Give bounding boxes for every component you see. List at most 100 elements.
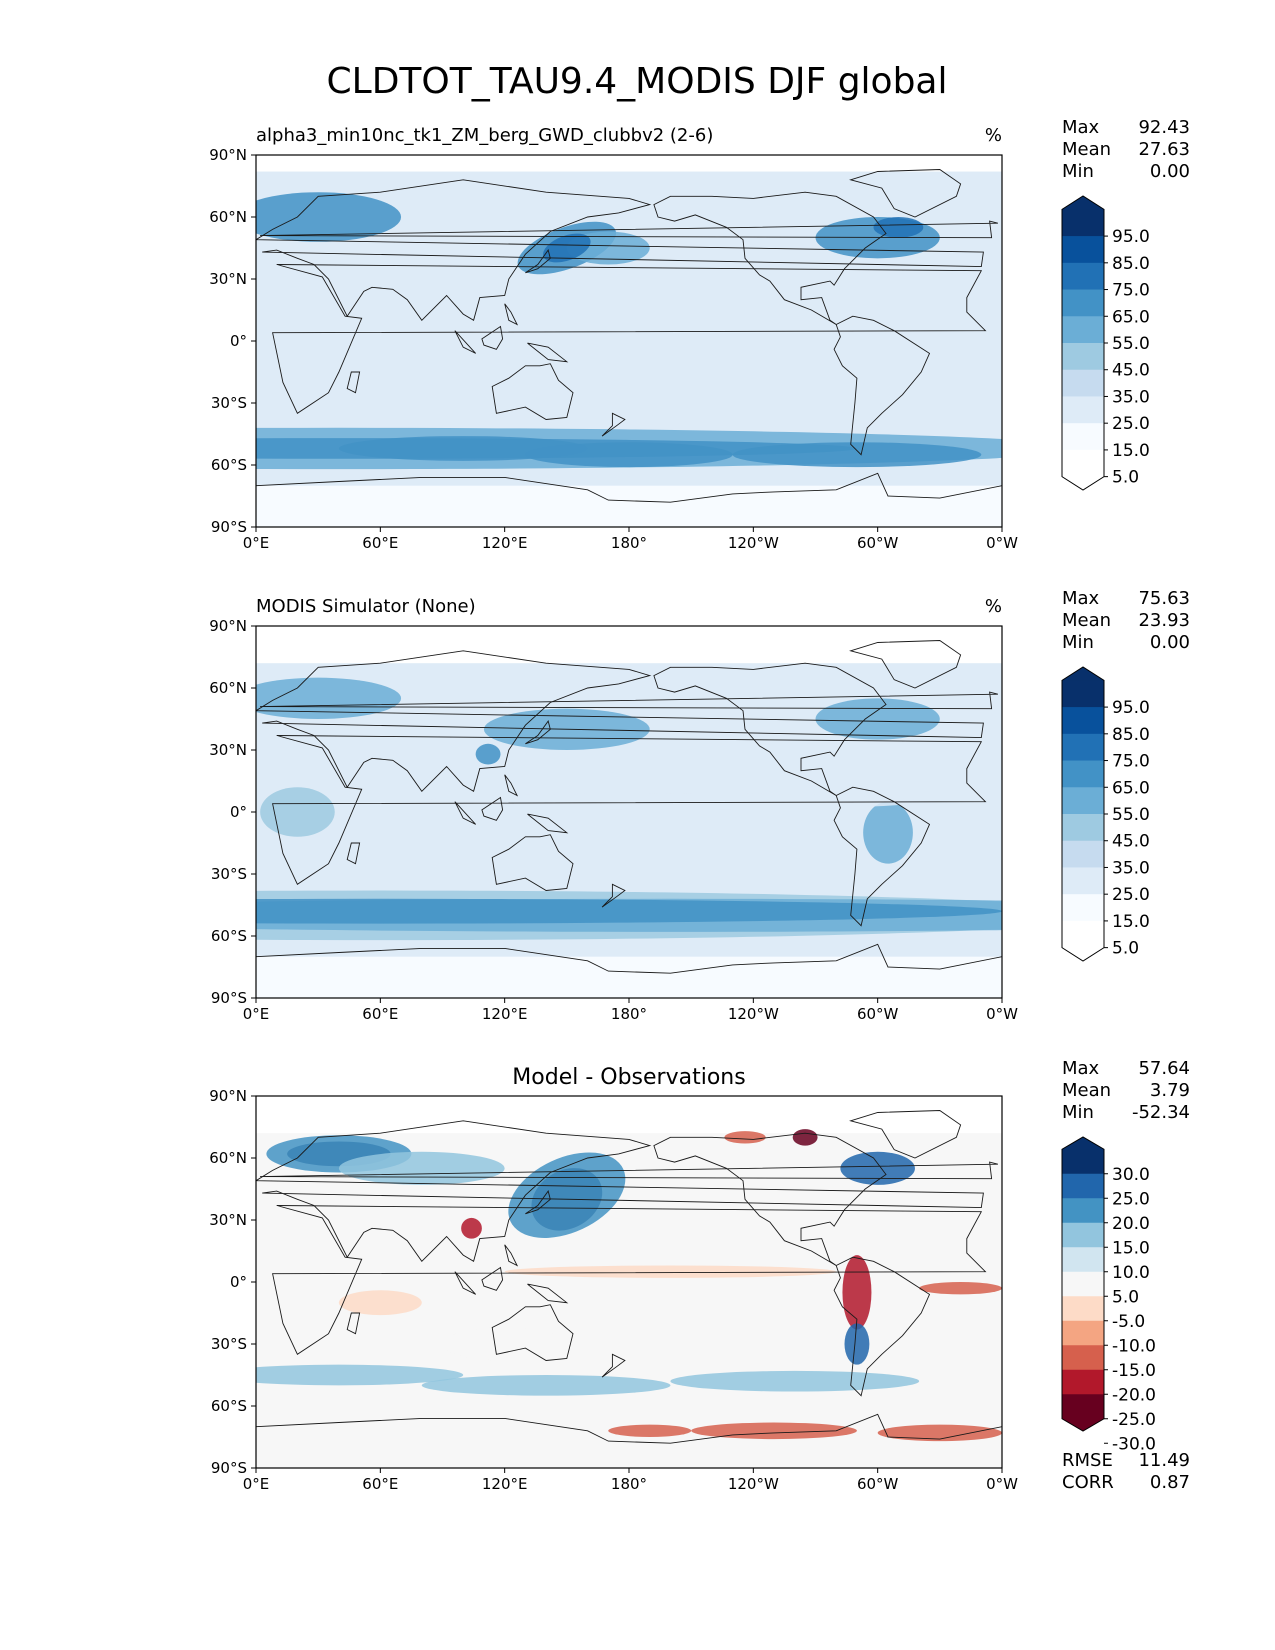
coastline-7	[346, 842, 361, 865]
coastline-14	[504, 303, 519, 326]
coastline-11	[481, 1266, 504, 1291]
stat-label-max: Max	[1062, 117, 1100, 138]
y-tick-label: 90°S	[211, 989, 247, 1007]
y-tick-label: 60°S	[211, 1397, 247, 1415]
coastline-10	[454, 1271, 477, 1295]
panel-2: 0°E 60°E 120°E 180° 120°W 60°W 0°W 90°N 60°N 30°N…	[209, 588, 1190, 1023]
panel-units: %	[985, 596, 1002, 617]
coastline-10	[454, 330, 477, 354]
coastline-12	[527, 342, 569, 363]
colorbar-swatch	[1062, 369, 1104, 397]
x-tick-label: 120°W	[728, 1005, 779, 1023]
x-tick-label: 60°W	[857, 1475, 899, 1493]
y-tick-label: 30°S	[211, 1335, 247, 1353]
colorbar-swatch	[1062, 343, 1104, 371]
colorbar-swatch	[1062, 1222, 1104, 1248]
y-tick-label: 0°	[230, 803, 247, 821]
panel-3: 0°E 60°E 120°E 180° 120°W 60°W 0°W 90°N 60°N 30°N…	[209, 1058, 1190, 1493]
x-tick-label: 60°E	[362, 1005, 398, 1023]
panel-left-title: MODIS Simulator (None)	[256, 596, 476, 617]
coastline-14	[504, 774, 519, 797]
colorbar-swatch	[1062, 316, 1104, 344]
colorbar-swatch	[1062, 423, 1104, 451]
x-tick-label: 120°W	[728, 1475, 779, 1493]
x-tick-label: 180°	[611, 1005, 647, 1023]
map-field	[256, 155, 1002, 527]
colorbar-swatch	[1062, 236, 1104, 264]
coastline-13	[601, 1353, 626, 1378]
coastline-3	[653, 191, 887, 325]
colorbar-swatch	[1062, 262, 1104, 291]
colorbar-tick-label: 55.0	[1112, 805, 1150, 825]
x-tick-label: 0°E	[243, 1005, 270, 1023]
y-tick-label: 30°N	[209, 270, 247, 288]
coastline-9	[260, 691, 999, 710]
stat-value-rmse: 11.49	[1138, 1450, 1190, 1471]
colorbar-tick-label: 30.0	[1112, 1165, 1150, 1185]
colorbar-swatch	[1062, 867, 1104, 895]
colorbar-tick-label: 85.0	[1112, 254, 1150, 274]
y-tick-label: 60°S	[211, 927, 247, 945]
coastline-8	[525, 1190, 551, 1215]
colorbar-swatch	[1062, 760, 1104, 788]
coastline-5	[849, 640, 962, 689]
coastline-11	[481, 325, 504, 350]
y-tick-label: 30°N	[209, 1211, 247, 1229]
colorbar-tick-label: 45.0	[1112, 361, 1150, 381]
stat-label-min: Min	[1062, 632, 1094, 653]
x-tick-label: 60°E	[362, 1475, 398, 1493]
stat-label-mean: Mean	[1062, 139, 1111, 160]
coastline-7	[346, 1312, 361, 1335]
colorbar-swatch	[1062, 1320, 1104, 1346]
colorbar-swatch	[1062, 680, 1104, 708]
colorbar-swatch	[1062, 814, 1104, 842]
stat-label-corr: CORR	[1062, 1472, 1114, 1493]
y-tick-label: 90°N	[209, 146, 247, 164]
colorbar-swatch	[1062, 289, 1104, 317]
coastline-13	[601, 412, 626, 437]
coastline-11	[481, 796, 504, 821]
panel-left-title: alpha3_min10nc_tk1_ZM_berg_GWD_clubbv2 (…	[256, 125, 713, 146]
colorbar-tick-label: 65.0	[1112, 307, 1150, 327]
y-tick-label: 60°N	[209, 679, 247, 697]
colorbar-tick-label: 45.0	[1112, 832, 1150, 852]
x-tick-label: 180°	[611, 534, 647, 552]
x-tick-label: 180°	[611, 1475, 647, 1493]
x-tick-label: 120°E	[482, 1005, 528, 1023]
y-tick-label: 0°	[230, 1273, 247, 1291]
y-tick-label: 30°N	[209, 741, 247, 759]
x-tick-label: 0°W	[986, 1005, 1018, 1023]
colorbar-extend-bottom	[1062, 449, 1104, 490]
colorbar-swatch	[1062, 396, 1104, 424]
stat-value-corr: 0.87	[1150, 1472, 1190, 1493]
stat-value-min: 0.00	[1150, 632, 1190, 653]
stat-label-mean: Mean	[1062, 610, 1111, 631]
colorbar-tick-label: 35.0	[1112, 387, 1150, 407]
coastline-9	[260, 220, 999, 239]
coastline-1	[256, 650, 984, 792]
colorbar-tick-label: 5.0	[1112, 468, 1139, 488]
coastline-1	[256, 1120, 984, 1262]
coastline-2	[491, 834, 574, 891]
coastline-9	[260, 1161, 999, 1180]
stat-label-mean: Mean	[1062, 1080, 1111, 1101]
colorbar: 95.0 85.0 75.0 65.0 55.0 45.0 35.0 25.0 15.0 5.0	[1061, 666, 1150, 962]
map-field	[256, 626, 1002, 998]
colorbar-swatch	[1062, 840, 1104, 868]
stat-value-max: 57.64	[1138, 1058, 1190, 1079]
colorbar-swatch	[1062, 1149, 1104, 1175]
colorbar-swatch	[1062, 1198, 1104, 1224]
colorbar-swatch	[1062, 209, 1104, 237]
x-tick-label: 120°E	[482, 534, 528, 552]
coastline-0	[272, 735, 987, 885]
coastline-6	[256, 472, 1002, 527]
y-tick-label: 30°S	[211, 865, 247, 883]
coastline-3	[653, 662, 887, 796]
coastline-1	[256, 179, 984, 321]
y-tick-label: 90°S	[211, 1459, 247, 1477]
x-tick-label: 0°E	[243, 534, 270, 552]
colorbar-tick-label: 15.0	[1112, 1238, 1150, 1258]
coastline-4	[833, 786, 931, 927]
colorbar-tick-label: -10.0	[1112, 1336, 1156, 1356]
